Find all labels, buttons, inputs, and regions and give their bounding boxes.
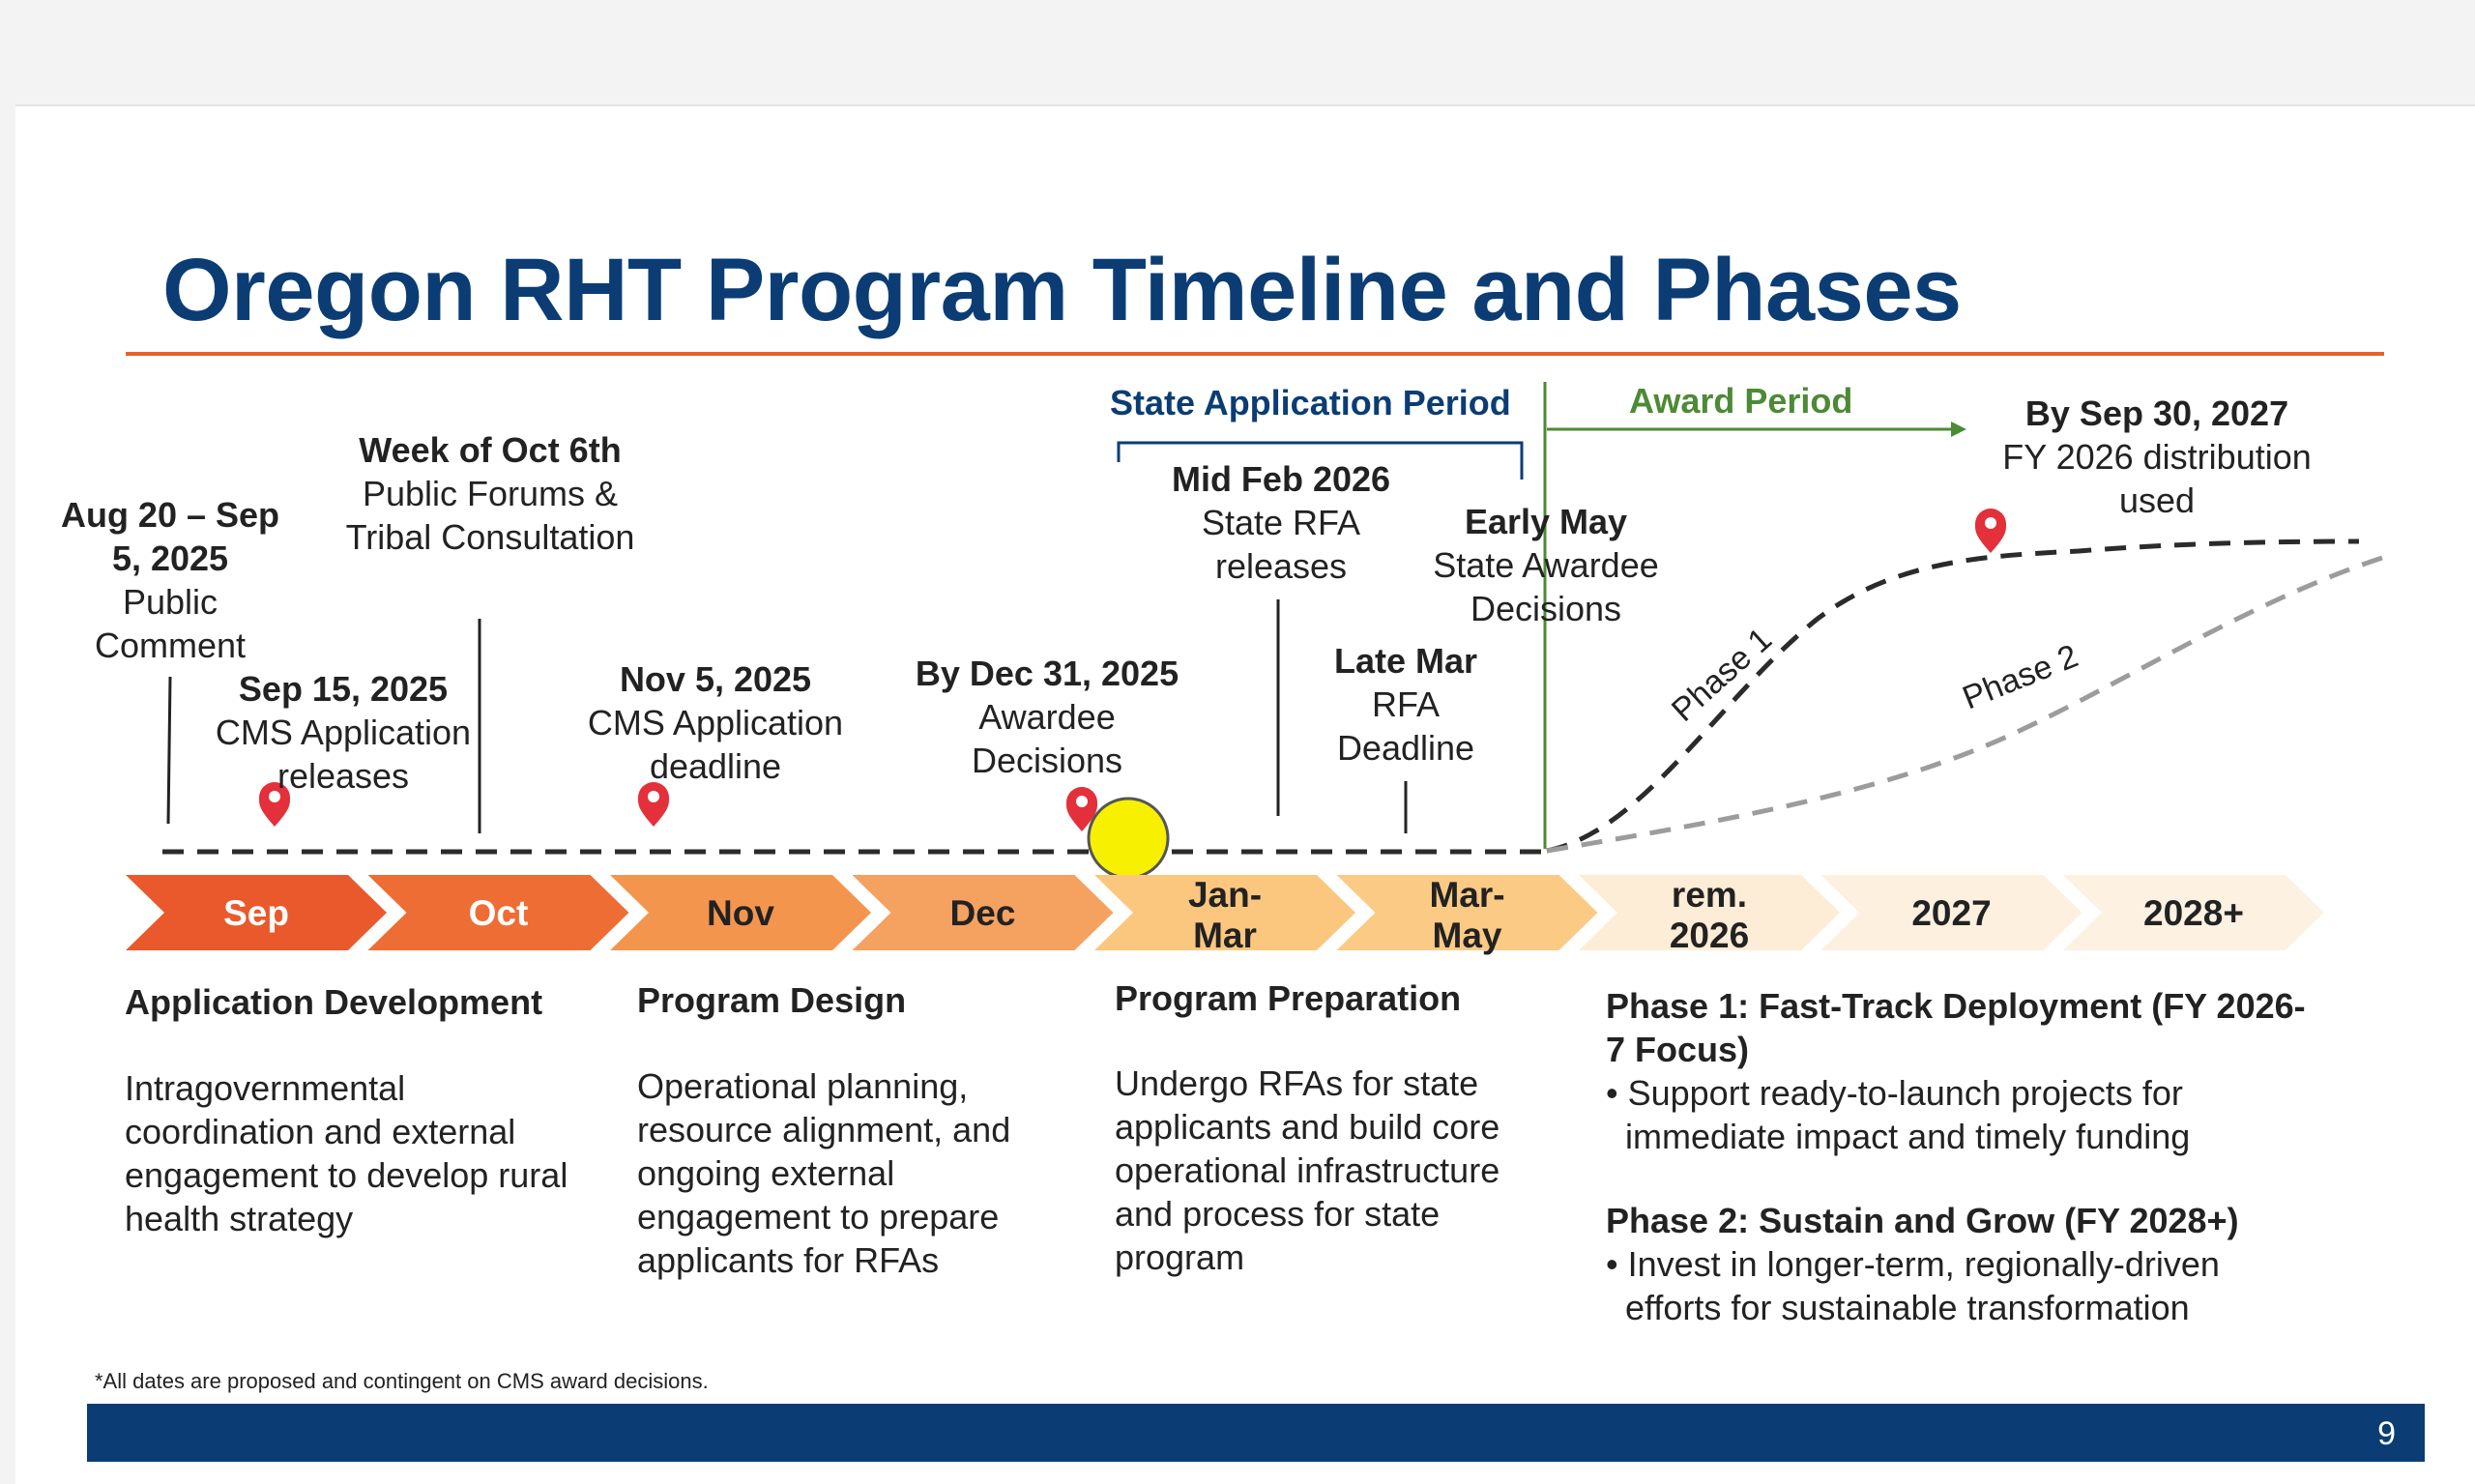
phase-heading-program-design: Program Design [637,980,907,1020]
phase1-plan-heading: Phase 1: Fast-Track Deployment (FY 2026-… [1606,986,2306,1069]
phase2-plan-bullet: • Invest in longer-term, regionally-driv… [1606,1244,2220,1327]
state-application-period-label: State Application Period [1110,383,1511,422]
milestone-desc: CMS Application deadline [587,703,844,786]
phase-plan-2: Phase 2: Sustain and Grow (FY 2028+) • I… [1606,1199,2321,1329]
chevron-label: Sep [223,893,289,933]
phase-body-program-design: Operational planning, resource alignment… [637,1066,1011,1280]
chevron-2027 [1820,875,2082,950]
slide-title: Oregon RHT Program Timeline and Phases [162,241,1962,339]
pin-sep30-2027 [1975,509,2006,553]
phase-body-application-development: Intragovernmental coordination and exter… [125,1068,568,1238]
chevron-label: Mar- May [1429,875,1505,955]
chevron-label: Dec [949,893,1016,933]
phase2-curve [1546,553,2389,854]
milestone-date: Week of Oct 6th [359,430,622,470]
milestone-date: Aug 20 – Sep 5, 2025 [60,495,280,578]
award-period-label: Award Period [1629,381,1853,421]
milestone-date: Mid Feb 2026 [1171,459,1391,499]
phase1-plan-bullet: • Support ready-to-launch projects for i… [1606,1073,2191,1156]
milestone-date: Nov 5, 2025 [619,659,812,699]
chevron-label: 2027 [1911,893,1992,933]
chevron-label: Jan- Mar [1187,875,1263,955]
award-period-arrowhead [1951,422,1966,437]
browser-top-bar [0,0,2475,106]
milestone-cms-app-deadline: Nov 5, 2025 CMS Application deadline [578,657,853,788]
chevron-dec [852,875,1114,950]
title-underline [126,352,2384,356]
phase-body-program-preparation: Undergo RFAs for state applicants and bu… [1115,1063,1500,1277]
chevron-label: 2028+ [2143,893,2244,933]
milestone-date: Late Mar [1333,641,1478,681]
milestone-date: Sep 15, 2025 [238,669,449,709]
milestone-public-forums: Week of Oct 6th Public Forums & Tribal C… [342,428,638,559]
left-gutter [0,104,15,1484]
phase2-plan-heading: Phase 2: Sustain and Grow (FY 2028+) [1606,1201,2239,1240]
phase2-label: Phase 2 [1958,637,2083,716]
state-application-bracket [1117,441,1524,480]
pin-dec31 [1066,787,1097,831]
milestone-date: By Sep 30, 2027 [2024,393,2289,433]
chevron-label: rem. 2026 [1669,875,1750,955]
milestone-fy2026-distribution: By Sep 30, 2027 FY 2026 distribution use… [1978,392,2336,522]
phase1-curve [1546,538,2360,854]
milestone-state-awardee: Early May State Awardee Decisions [1412,500,1680,630]
milestone-desc: State RFA releases [1201,503,1361,586]
milestone-desc: State Awardee Decisions [1433,545,1659,628]
chevron-jan-mar [1094,875,1355,950]
milestone-state-rfa: Mid Feb 2026 State RFA releases [1150,457,1412,588]
milestone-desc: Public Forums & Tribal Consultation [345,474,635,557]
milestone-desc: CMS Application releases [215,713,472,796]
cursor-highlight [1087,797,1170,880]
chevron-sep [126,875,387,950]
chevron-label: Oct [468,893,529,933]
pin-nov5 [638,782,669,827]
chevron-row [126,875,2324,950]
chevron-label: Nov [707,893,774,933]
chevron-oct [367,875,629,950]
phase-plan-1: Phase 1: Fast-Track Deployment (FY 2026-… [1606,984,2321,1158]
chevron-nov [610,875,871,950]
chevron-mar-may [1336,875,1598,950]
chevron-rem-2026 [1579,875,1840,950]
milestone-desc: Public Comment [94,582,247,665]
leader-line-public-comment [166,676,172,825]
milestone-cms-app-release: Sep 15, 2025 CMS Application releases [205,667,481,798]
milestone-awardee-decisions: By Dec 31, 2025 Awardee Decisions [901,652,1193,782]
milestone-desc: Awardee Decisions [971,697,1123,780]
milestone-date: By Dec 31, 2025 [915,654,1179,693]
page-number: 9 [2377,1415,2396,1452]
milestone-date: Early May [1464,502,1628,541]
phase-heading-program-preparation: Program Preparation [1115,978,1462,1018]
milestone-rfa-deadline: Late Mar RFA Deadline [1317,639,1495,770]
milestone-desc: FY 2026 distribution used [2002,437,2312,520]
milestone-public-comment: Aug 20 – Sep 5, 2025 Public Comment [46,493,294,667]
milestone-desc: RFA Deadline [1336,684,1475,768]
footer-bar: 9 [87,1404,2425,1462]
footnote: *All dates are proposed and contingent o… [95,1369,709,1393]
phase-heading-application-development: Application Development [125,982,543,1022]
pin-sep15 [259,782,290,827]
chevron-2028- [2063,875,2324,950]
